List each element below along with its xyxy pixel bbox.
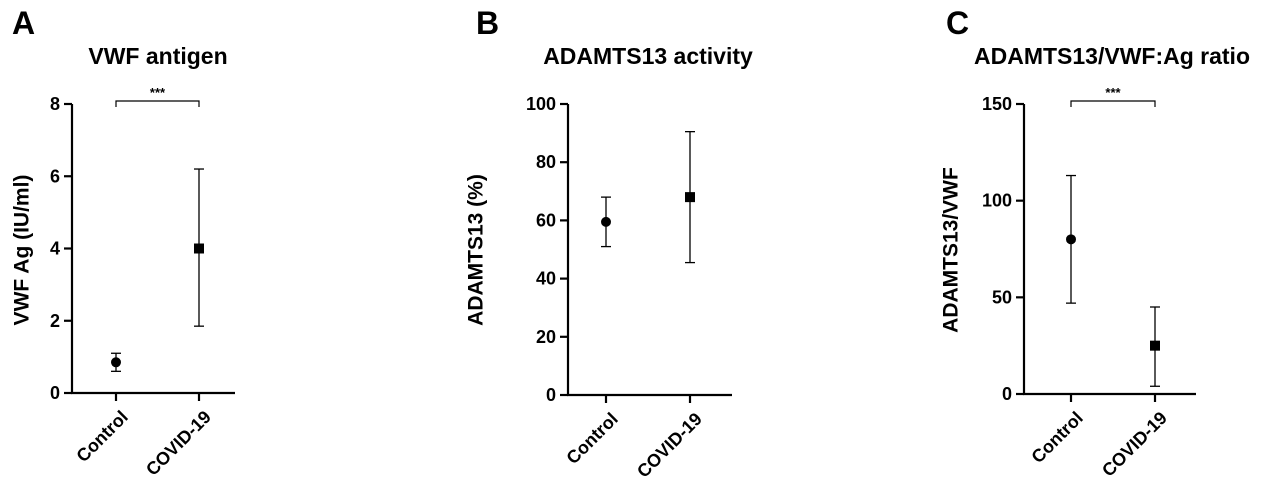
y-axis-title: ADAMTS13/VWF bbox=[940, 167, 963, 333]
y-tick-label: 8 bbox=[50, 94, 60, 114]
data-point-covid-19 bbox=[194, 243, 204, 254]
panel-label: A bbox=[12, 5, 35, 41]
y-tick-label: 2 bbox=[50, 311, 60, 331]
chart-title: ADAMTS13/VWF:Ag ratio bbox=[974, 43, 1250, 69]
x-category-label: COVID-19 bbox=[1098, 408, 1171, 481]
y-tick-label: 60 bbox=[536, 210, 556, 230]
data-point-control bbox=[1066, 234, 1076, 245]
y-tick-label: 100 bbox=[982, 191, 1012, 211]
y-tick-label: 150 bbox=[982, 94, 1012, 114]
y-tick-label: 0 bbox=[546, 385, 556, 405]
data-point-control bbox=[601, 216, 611, 227]
chart-title: VWF antigen bbox=[88, 43, 227, 69]
significance-label: *** bbox=[150, 85, 166, 100]
y-tick-label: 6 bbox=[50, 166, 60, 186]
y-tick-label: 80 bbox=[536, 152, 556, 172]
data-point-covid-19 bbox=[685, 192, 695, 203]
x-category-label: Control bbox=[562, 409, 621, 468]
x-category-label: Control bbox=[72, 407, 131, 466]
y-axis-title: ADAMTS13 (%) bbox=[465, 174, 488, 326]
x-category-label: Control bbox=[1027, 408, 1086, 467]
significance-bracket bbox=[1070, 100, 1156, 107]
y-tick-label: 0 bbox=[50, 383, 60, 403]
significance-label: *** bbox=[1105, 85, 1121, 100]
chart-title: ADAMTS13 activity bbox=[543, 43, 753, 69]
data-point-control bbox=[111, 357, 121, 368]
x-category-label: COVID-19 bbox=[142, 407, 215, 480]
chart-panel-b: B ADAMTS13 activity ADAMTS13 (%) 0 20 40 60 80 1… bbox=[465, 5, 754, 482]
x-category-label: COVID-19 bbox=[633, 409, 706, 482]
y-axis-title: VWF Ag (IU/ml) bbox=[11, 175, 34, 326]
y-tick-label: 40 bbox=[536, 269, 556, 289]
y-tick-label: 20 bbox=[536, 327, 556, 347]
y-tick-label: 100 bbox=[526, 94, 556, 114]
significance-bracket bbox=[115, 100, 200, 107]
panel-label: C bbox=[946, 5, 969, 41]
chart-panel-a: A VWF antigen VWF Ag (IU/ml) 0 2 4 6 8 Control CO… bbox=[11, 5, 235, 480]
y-tick-label: 50 bbox=[992, 287, 1012, 307]
data-point-covid-19 bbox=[1150, 340, 1160, 351]
y-tick-label: 0 bbox=[1002, 384, 1012, 404]
panel-label: B bbox=[476, 5, 499, 41]
y-tick-label: 4 bbox=[50, 239, 60, 259]
